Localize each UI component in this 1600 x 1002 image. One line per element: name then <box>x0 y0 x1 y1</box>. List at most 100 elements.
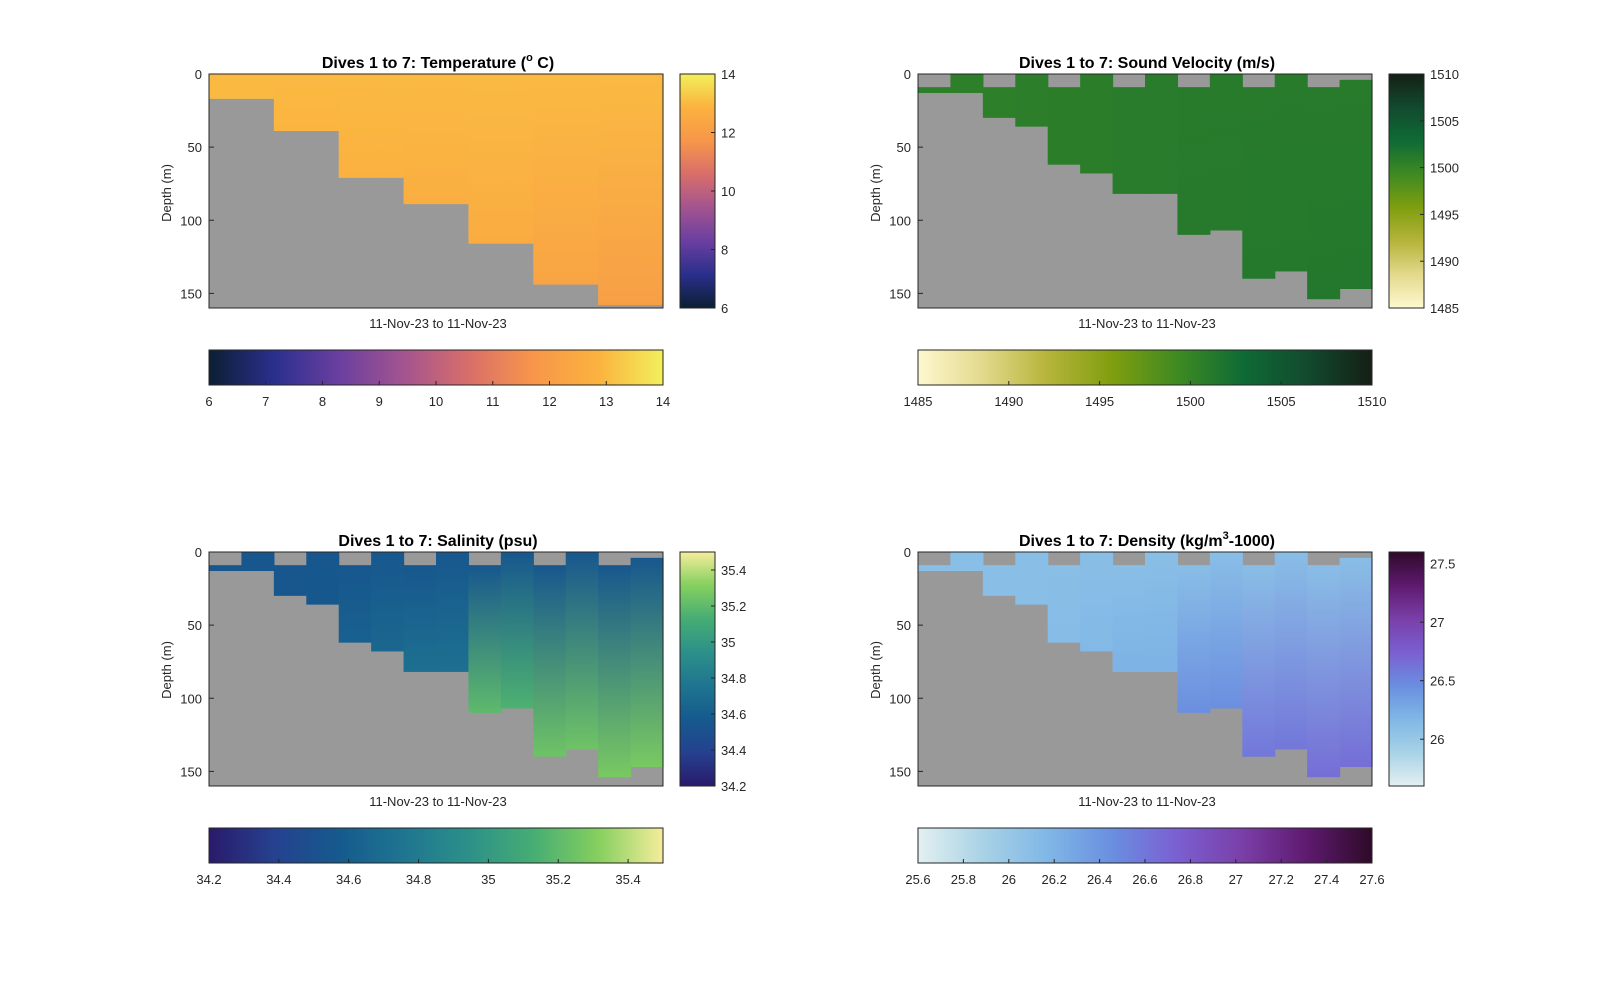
y-tick-label: 0 <box>195 67 202 82</box>
colorbar-tick-label: 27.2 <box>1269 872 1294 887</box>
colorbar-tick-label: 14 <box>656 394 670 409</box>
colorbar-tick-label: 11 <box>486 394 500 409</box>
profile-column <box>1242 87 1276 279</box>
colorbar-tick-label: 34.4 <box>721 743 746 758</box>
colorbar-tick-label: 27.4 <box>1314 872 1339 887</box>
colorbar-bottom: 1485 1490 1495 1500 1505 1510 <box>904 349 1387 409</box>
colorbar-gradient <box>1388 551 1425 787</box>
colorbar-tick-label: 26.6 <box>1132 872 1157 887</box>
profile-column <box>918 87 952 94</box>
colorbar-tick-label: 34.6 <box>336 872 361 887</box>
colorbar-tick-label: 26.8 <box>1178 872 1203 887</box>
colorbar-right: 6 8 10 12 14 <box>679 67 735 316</box>
profile-column <box>1015 552 1049 605</box>
axes-frame <box>208 551 664 787</box>
colorbar-right: 34.2 34.4 34.6 34.8 35 35.2 35.4 <box>679 551 746 794</box>
profile-column <box>436 552 470 672</box>
colorbar-tick-label: 34.2 <box>721 779 746 794</box>
chart-title: Dives 1 to 7: Sound Velocity (m/s) <box>1019 55 1275 72</box>
colorbar-tick-label: 14 <box>721 67 735 82</box>
profile-column <box>1339 557 1373 767</box>
panel-salinity: Dives 1 to 7: Salinity (psu) 0 50 100 150 D… <box>159 533 746 887</box>
x-axis-label: 11-Nov-23 to 11-Nov-23 <box>1078 316 1216 331</box>
colorbar-tick-label: 8 <box>319 394 326 409</box>
colorbar-gradient <box>1388 73 1425 309</box>
profile-column <box>403 74 470 205</box>
y-tick-label: 50 <box>188 618 202 633</box>
colorbar-tick-label: 26.2 <box>1042 872 1067 887</box>
colorbar-gradient <box>208 827 664 864</box>
y-tick-label: 50 <box>897 140 911 155</box>
colorbar-tick-label: 26.4 <box>1087 872 1112 887</box>
colorbar-tick-label: 12 <box>542 394 556 409</box>
y-tick-label: 100 <box>889 213 911 228</box>
colorbar-tick-label: 1485 <box>1430 301 1459 316</box>
axes-frame <box>208 73 664 309</box>
colorbar-tick-label: 1485 <box>904 394 933 409</box>
colorbar-gradient <box>208 349 664 386</box>
colorbar-tick-label: 27.6 <box>1359 872 1384 887</box>
y-axis-label: Depth (m) <box>159 164 174 222</box>
profile-column <box>950 552 984 572</box>
profile-column <box>1307 87 1341 300</box>
colorbar-bottom: 25.6 25.8 26 26.2 26.4 26.6 26.8 27 27.2 27.4 27.6 <box>905 827 1385 887</box>
colorbar-tick-label: 35 <box>481 872 495 887</box>
panel-sound-velocity: Dives 1 to 7: Sound Velocity (m/s) 0 50 10… <box>868 55 1459 409</box>
profile-column <box>273 74 340 132</box>
colorbar-bottom: 34.2 34.4 34.6 34.8 35 35.2 35.4 <box>196 827 664 887</box>
colorbar-tick-label: 35 <box>721 635 735 650</box>
colorbar-tick-label: 35.2 <box>546 872 571 887</box>
profile-column <box>371 552 405 652</box>
colorbar-right: 26 26.5 27 27.5 <box>1388 551 1455 787</box>
colorbar-tick-label: 27.5 <box>1430 557 1455 572</box>
y-tick-label: 0 <box>904 545 911 560</box>
y-tick-label: 100 <box>180 691 202 706</box>
y-tick-label: 100 <box>180 213 202 228</box>
colorbar-tick-label: 27 <box>1430 615 1444 630</box>
colorbar-tick-label: 10 <box>721 184 735 199</box>
heatmap-plot: 0 50 100 150 <box>889 545 1373 787</box>
colorbar-tick-label: 1490 <box>1430 254 1459 269</box>
colorbar-tick-label: 1510 <box>1358 394 1387 409</box>
profile-column <box>1112 87 1146 194</box>
profile-column <box>338 74 405 178</box>
colorbar-gradient <box>917 827 1373 864</box>
profile-column <box>1047 565 1081 643</box>
panel-temperature: Dives 1 to 7: Temperature (o C) 0 50 100 15… <box>159 52 735 409</box>
colorbar-tick-label: 26 <box>1002 872 1016 887</box>
profile-column <box>1242 565 1276 757</box>
colorbar-tick-label: 6 <box>205 394 212 409</box>
chart-title: Dives 1 to 7: Density (kg/m3-1000) <box>1019 530 1275 550</box>
colorbar-tick-label: 12 <box>721 126 735 141</box>
y-tick-label: 150 <box>889 286 911 301</box>
colorbar-tick-label: 34.8 <box>406 872 431 887</box>
x-axis-label: 11-Nov-23 to 11-Nov-23 <box>1078 794 1216 809</box>
y-tick-label: 0 <box>904 67 911 82</box>
heatmap-plot: 0 50 100 150 <box>180 67 664 309</box>
y-axis-label: Depth (m) <box>868 164 883 222</box>
profile-column <box>1274 552 1308 750</box>
y-tick-label: 150 <box>889 764 911 779</box>
axes-frame <box>917 73 1373 309</box>
profile-column <box>1145 74 1179 194</box>
colorbar-tick-label: 26 <box>1430 732 1444 747</box>
profile-column <box>630 557 664 767</box>
colorbar-tick-label: 1505 <box>1430 114 1459 129</box>
colorbar-tick-label: 9 <box>376 394 383 409</box>
profile-column <box>1177 87 1211 235</box>
y-tick-label: 150 <box>180 286 202 301</box>
profile-column <box>500 552 534 709</box>
colorbar-tick-label: 25.6 <box>905 872 930 887</box>
colorbar-gradient <box>917 349 1373 386</box>
colorbar-tick-label: 34.4 <box>266 872 291 887</box>
y-tick-label: 100 <box>889 691 911 706</box>
colorbar-tick-label: 26.5 <box>1430 674 1455 689</box>
profile-column <box>468 74 534 244</box>
heatmap-plot: 0 50 100 150 <box>180 545 664 787</box>
colorbar-tick-label: 1500 <box>1430 161 1459 176</box>
y-axis-label: Depth (m) <box>868 641 883 699</box>
colorbar-right: 1485 1490 1495 1500 1505 1510 <box>1388 67 1459 316</box>
profile-column <box>209 74 275 99</box>
profile-column <box>950 74 984 94</box>
